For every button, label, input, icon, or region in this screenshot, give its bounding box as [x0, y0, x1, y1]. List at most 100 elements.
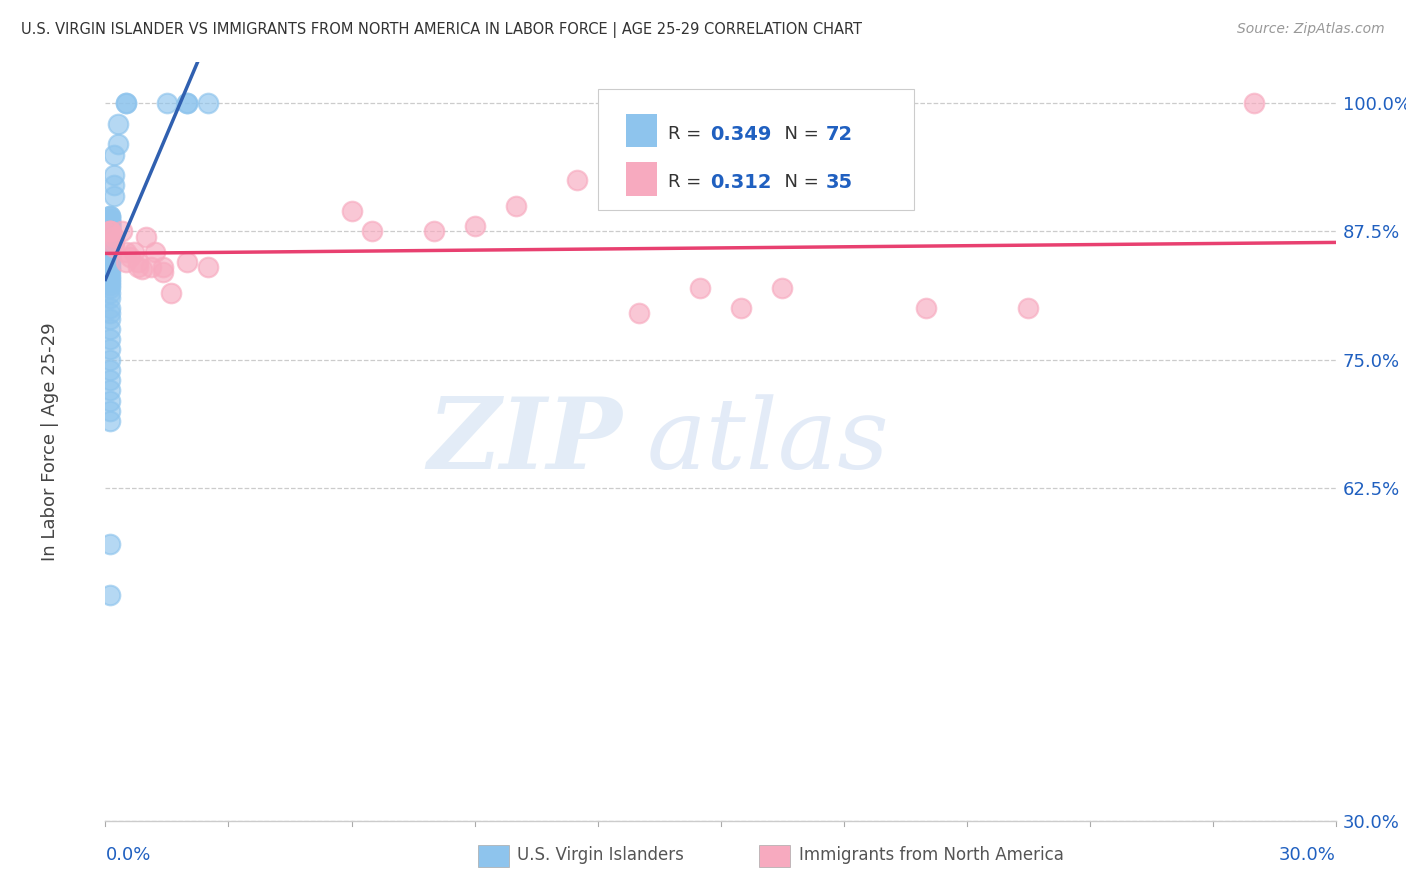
Point — [98, 281, 121, 295]
Point — [107, 117, 129, 131]
Point — [98, 268, 121, 283]
Point — [127, 255, 149, 269]
Text: ZIP: ZIP — [427, 393, 621, 490]
Point — [770, 281, 793, 295]
Point — [98, 260, 121, 275]
Point — [98, 352, 121, 367]
Point — [176, 96, 198, 111]
Point — [103, 147, 125, 161]
Point — [120, 250, 141, 264]
Point — [98, 219, 121, 234]
Point — [152, 260, 174, 275]
Point — [98, 211, 121, 226]
Point — [98, 227, 121, 242]
Point — [98, 253, 121, 268]
Point — [1243, 96, 1265, 111]
Point — [115, 96, 138, 111]
Point — [103, 188, 125, 202]
Point — [115, 244, 138, 259]
Point — [98, 285, 121, 300]
Point — [98, 242, 121, 256]
Point — [131, 262, 153, 277]
Point — [98, 209, 121, 223]
Point — [98, 275, 121, 289]
Point — [98, 404, 121, 418]
Point — [197, 96, 219, 111]
Point — [464, 219, 486, 234]
Point — [98, 216, 121, 230]
Point — [98, 239, 121, 253]
Point — [98, 277, 121, 292]
Point — [422, 225, 444, 239]
Point — [98, 217, 121, 231]
Point — [565, 173, 588, 187]
Text: Source: ZipAtlas.com: Source: ZipAtlas.com — [1237, 22, 1385, 37]
Point — [176, 96, 198, 111]
Point — [135, 229, 157, 244]
Point — [115, 255, 138, 269]
Text: Immigrants from North America: Immigrants from North America — [799, 847, 1063, 864]
Point — [340, 204, 363, 219]
Point — [98, 223, 121, 237]
Point — [103, 178, 125, 193]
Point — [107, 137, 129, 152]
Point — [98, 262, 121, 277]
Point — [98, 225, 121, 239]
Point — [98, 537, 121, 551]
Point — [98, 271, 121, 285]
Point — [98, 306, 121, 320]
Point — [127, 260, 149, 275]
Point — [143, 244, 166, 259]
Text: atlas: atlas — [647, 394, 890, 489]
Point — [98, 220, 121, 235]
Point — [98, 247, 121, 261]
Text: N =: N = — [773, 173, 825, 191]
Point — [98, 226, 121, 240]
Point — [98, 244, 121, 259]
Point — [98, 236, 121, 251]
Point — [98, 225, 121, 239]
Point — [156, 96, 179, 111]
Point — [98, 255, 121, 269]
Point — [98, 228, 121, 243]
Text: R =: R = — [668, 173, 707, 191]
Point — [152, 265, 174, 279]
Point — [1017, 301, 1039, 316]
Point — [98, 384, 121, 398]
Text: R =: R = — [668, 125, 707, 143]
Point — [98, 233, 121, 247]
Point — [98, 219, 121, 233]
Point — [98, 235, 121, 249]
Text: 0.0%: 0.0% — [105, 847, 150, 864]
Point — [98, 240, 121, 254]
Text: 0.312: 0.312 — [710, 173, 772, 192]
Point — [98, 301, 121, 316]
Point — [98, 265, 121, 279]
Point — [98, 232, 121, 246]
Point — [98, 363, 121, 377]
Text: 72: 72 — [825, 125, 852, 144]
Point — [98, 393, 121, 408]
Point — [98, 588, 121, 602]
Point — [115, 96, 138, 111]
Point — [160, 285, 183, 300]
Point — [98, 257, 121, 271]
Point — [627, 306, 650, 320]
Point — [111, 225, 134, 239]
Point — [98, 221, 121, 235]
Point — [98, 230, 121, 244]
Text: 30.0%: 30.0% — [1279, 847, 1336, 864]
Point — [98, 225, 121, 239]
Point — [139, 260, 162, 275]
Point — [98, 332, 121, 346]
Point — [122, 244, 145, 259]
Point — [103, 235, 125, 249]
Point — [505, 199, 527, 213]
Point — [98, 373, 121, 387]
Point — [98, 291, 121, 305]
Text: N =: N = — [773, 125, 825, 143]
Point — [98, 251, 121, 265]
Point — [689, 281, 711, 295]
Text: 35: 35 — [825, 173, 852, 192]
Point — [98, 343, 121, 357]
